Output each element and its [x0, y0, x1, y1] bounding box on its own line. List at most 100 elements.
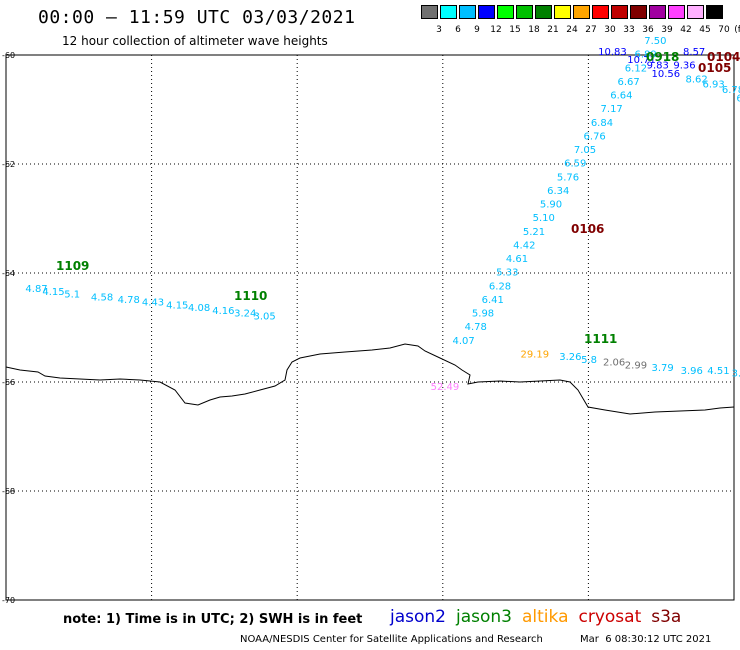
- wave-height-value: 7.17: [601, 104, 623, 115]
- wave-height-value: 6.93: [702, 80, 724, 91]
- wave-height-value: 3.26: [559, 352, 581, 363]
- legend-s3a: s3a: [651, 607, 682, 627]
- wave-height-value: 29.19: [520, 349, 549, 360]
- wave-height-value: 7.50: [644, 36, 666, 47]
- track-time-label: 0918: [646, 50, 679, 64]
- footer-note: note: 1) Time is in UTC; 2) SWH is in fe…: [63, 612, 363, 627]
- altimeter-map: -60-62-64-66-68-701051081111141171204.87…: [2, 36, 740, 605]
- wave-height-value: 9.83: [647, 61, 669, 72]
- colorbar-swatch: [668, 5, 685, 19]
- colorbar-swatch: [649, 5, 666, 19]
- wave-height-value: 4.15: [42, 287, 64, 298]
- wave-height-value: 52.49: [431, 382, 460, 393]
- colorbar-label: 42: [680, 25, 692, 35]
- wave-height-value: 6.67: [618, 77, 640, 88]
- wave-height-value: 10.56: [651, 69, 680, 80]
- wave-height-value: 5.33: [496, 268, 518, 279]
- colorbar-label: 9: [474, 25, 480, 35]
- colorbar-swatch: [554, 5, 571, 19]
- wave-height-value: 4.15: [166, 300, 188, 311]
- track-time-label: 0104: [707, 50, 740, 64]
- colorbar-label: 24: [566, 25, 578, 35]
- wave-height-value: 6.28: [489, 281, 511, 292]
- colorbar-label: 30: [604, 25, 616, 35]
- latitude-label: -60: [2, 51, 15, 60]
- wave-height-value: 4.51: [707, 366, 729, 377]
- wave-height-value: 4.43: [142, 298, 164, 309]
- wave-height-value: 3.79: [651, 363, 673, 374]
- wave-height-value: 7.05: [574, 145, 596, 156]
- wave-height-value: 6.12: [625, 63, 647, 74]
- colorbar-label: 36: [642, 25, 654, 35]
- wave-height-value: 6.59: [564, 159, 586, 170]
- legend-cryosat: cryosat: [578, 607, 642, 627]
- map-title: 00:00 – 11:59 UTC 03/03/2021: [38, 7, 356, 28]
- wave-height-value: 4.87: [25, 284, 47, 295]
- wave-height-value: 8.62: [685, 74, 707, 85]
- wave-height-value: 2.06: [603, 358, 625, 369]
- map-frame: [5, 54, 735, 601]
- map-subtitle: 12 hour collection of altimeter wave hei…: [62, 34, 328, 48]
- wave-height-value: 6.84: [591, 118, 613, 129]
- latitude-label: -70: [2, 596, 15, 605]
- track-time-label: 0105: [698, 61, 731, 75]
- colorbar-swatch: [535, 5, 552, 19]
- wave-height-value: 5.90: [540, 200, 562, 211]
- wave-height-value: 6.89: [635, 50, 657, 61]
- wave-height-value: 9.36: [673, 61, 695, 72]
- wave-height-value: 5.98: [472, 309, 494, 320]
- wave-height-value: 3.79: [732, 369, 740, 380]
- colorbar-swatch: [573, 5, 590, 19]
- track-time-label: 1109: [56, 259, 89, 273]
- wave-height-value: 4.61: [506, 254, 528, 265]
- colorbar-label: 33: [623, 25, 635, 35]
- generated-timestamp: Mar 6 08:30:12 UTC 2021: [580, 634, 712, 645]
- colorbar-swatch: [630, 5, 647, 19]
- legend-jason2: jason2: [390, 607, 446, 627]
- wave-height-value: 6.78: [722, 85, 740, 96]
- wave-height-value: 3.96: [681, 366, 703, 377]
- colorbar-label: 15: [509, 25, 521, 35]
- wave-height-value: 10.71: [627, 55, 656, 66]
- wave-height-value: 4.78: [118, 295, 140, 306]
- wave-height-value: 5.1: [64, 290, 80, 301]
- colorbar-label: 27: [585, 25, 597, 35]
- wave-height-value: 6.64: [610, 91, 632, 102]
- wave-height-value: 5.76: [557, 172, 579, 183]
- credit-line: NOAA/NESDIS Center for Satellite Applica…: [240, 634, 543, 645]
- colorbar-label: 21: [547, 25, 559, 35]
- wave-height-value: 10.83: [598, 47, 627, 58]
- antarctic-coastline: [5, 343, 735, 415]
- wave-height-value: 5.8: [581, 355, 597, 366]
- colorbar-unit: (ft): [734, 25, 740, 35]
- colorbar-swatch: [611, 5, 628, 19]
- wave-height-value: 4.08: [188, 303, 210, 314]
- wave-height-value: 6.8: [736, 93, 740, 104]
- colorbar-label: 6: [455, 25, 461, 35]
- latitude-label: -62: [2, 160, 15, 169]
- colorbar-swatch: [516, 5, 533, 19]
- colorbar-swatch: [497, 5, 514, 19]
- legend-altika: altika: [522, 607, 569, 627]
- wave-height-value: 4.16: [212, 306, 234, 317]
- colorbar-swatch: [459, 5, 476, 19]
- colorbar-swatch: [421, 5, 438, 19]
- track-time-label: 1110: [234, 289, 267, 303]
- colorbar-label: 3: [436, 25, 442, 35]
- colorbar-label: 39: [661, 25, 673, 35]
- wave-height-value: 4.78: [465, 322, 487, 333]
- legend-jason3: jason3: [456, 607, 512, 627]
- satellite-legend: jason2 jason3 altika cryosat s3a: [390, 607, 691, 627]
- colorbar-label: 70: [718, 25, 730, 35]
- wave-height-value: 8.57: [683, 47, 705, 58]
- latitude-label: -66: [2, 378, 15, 387]
- colorbar-swatch: [592, 5, 609, 19]
- colorbar-label: 12: [490, 25, 502, 35]
- colorbar-swatch: [440, 5, 457, 19]
- wave-height-value: 6.41: [482, 295, 504, 306]
- latitude-label: -64: [2, 269, 15, 278]
- wave-height-value: 6.76: [584, 131, 606, 142]
- wave-height-value: 3.05: [254, 311, 276, 322]
- colorbar-swatch: [687, 5, 704, 19]
- colorbar-swatch: [706, 5, 723, 19]
